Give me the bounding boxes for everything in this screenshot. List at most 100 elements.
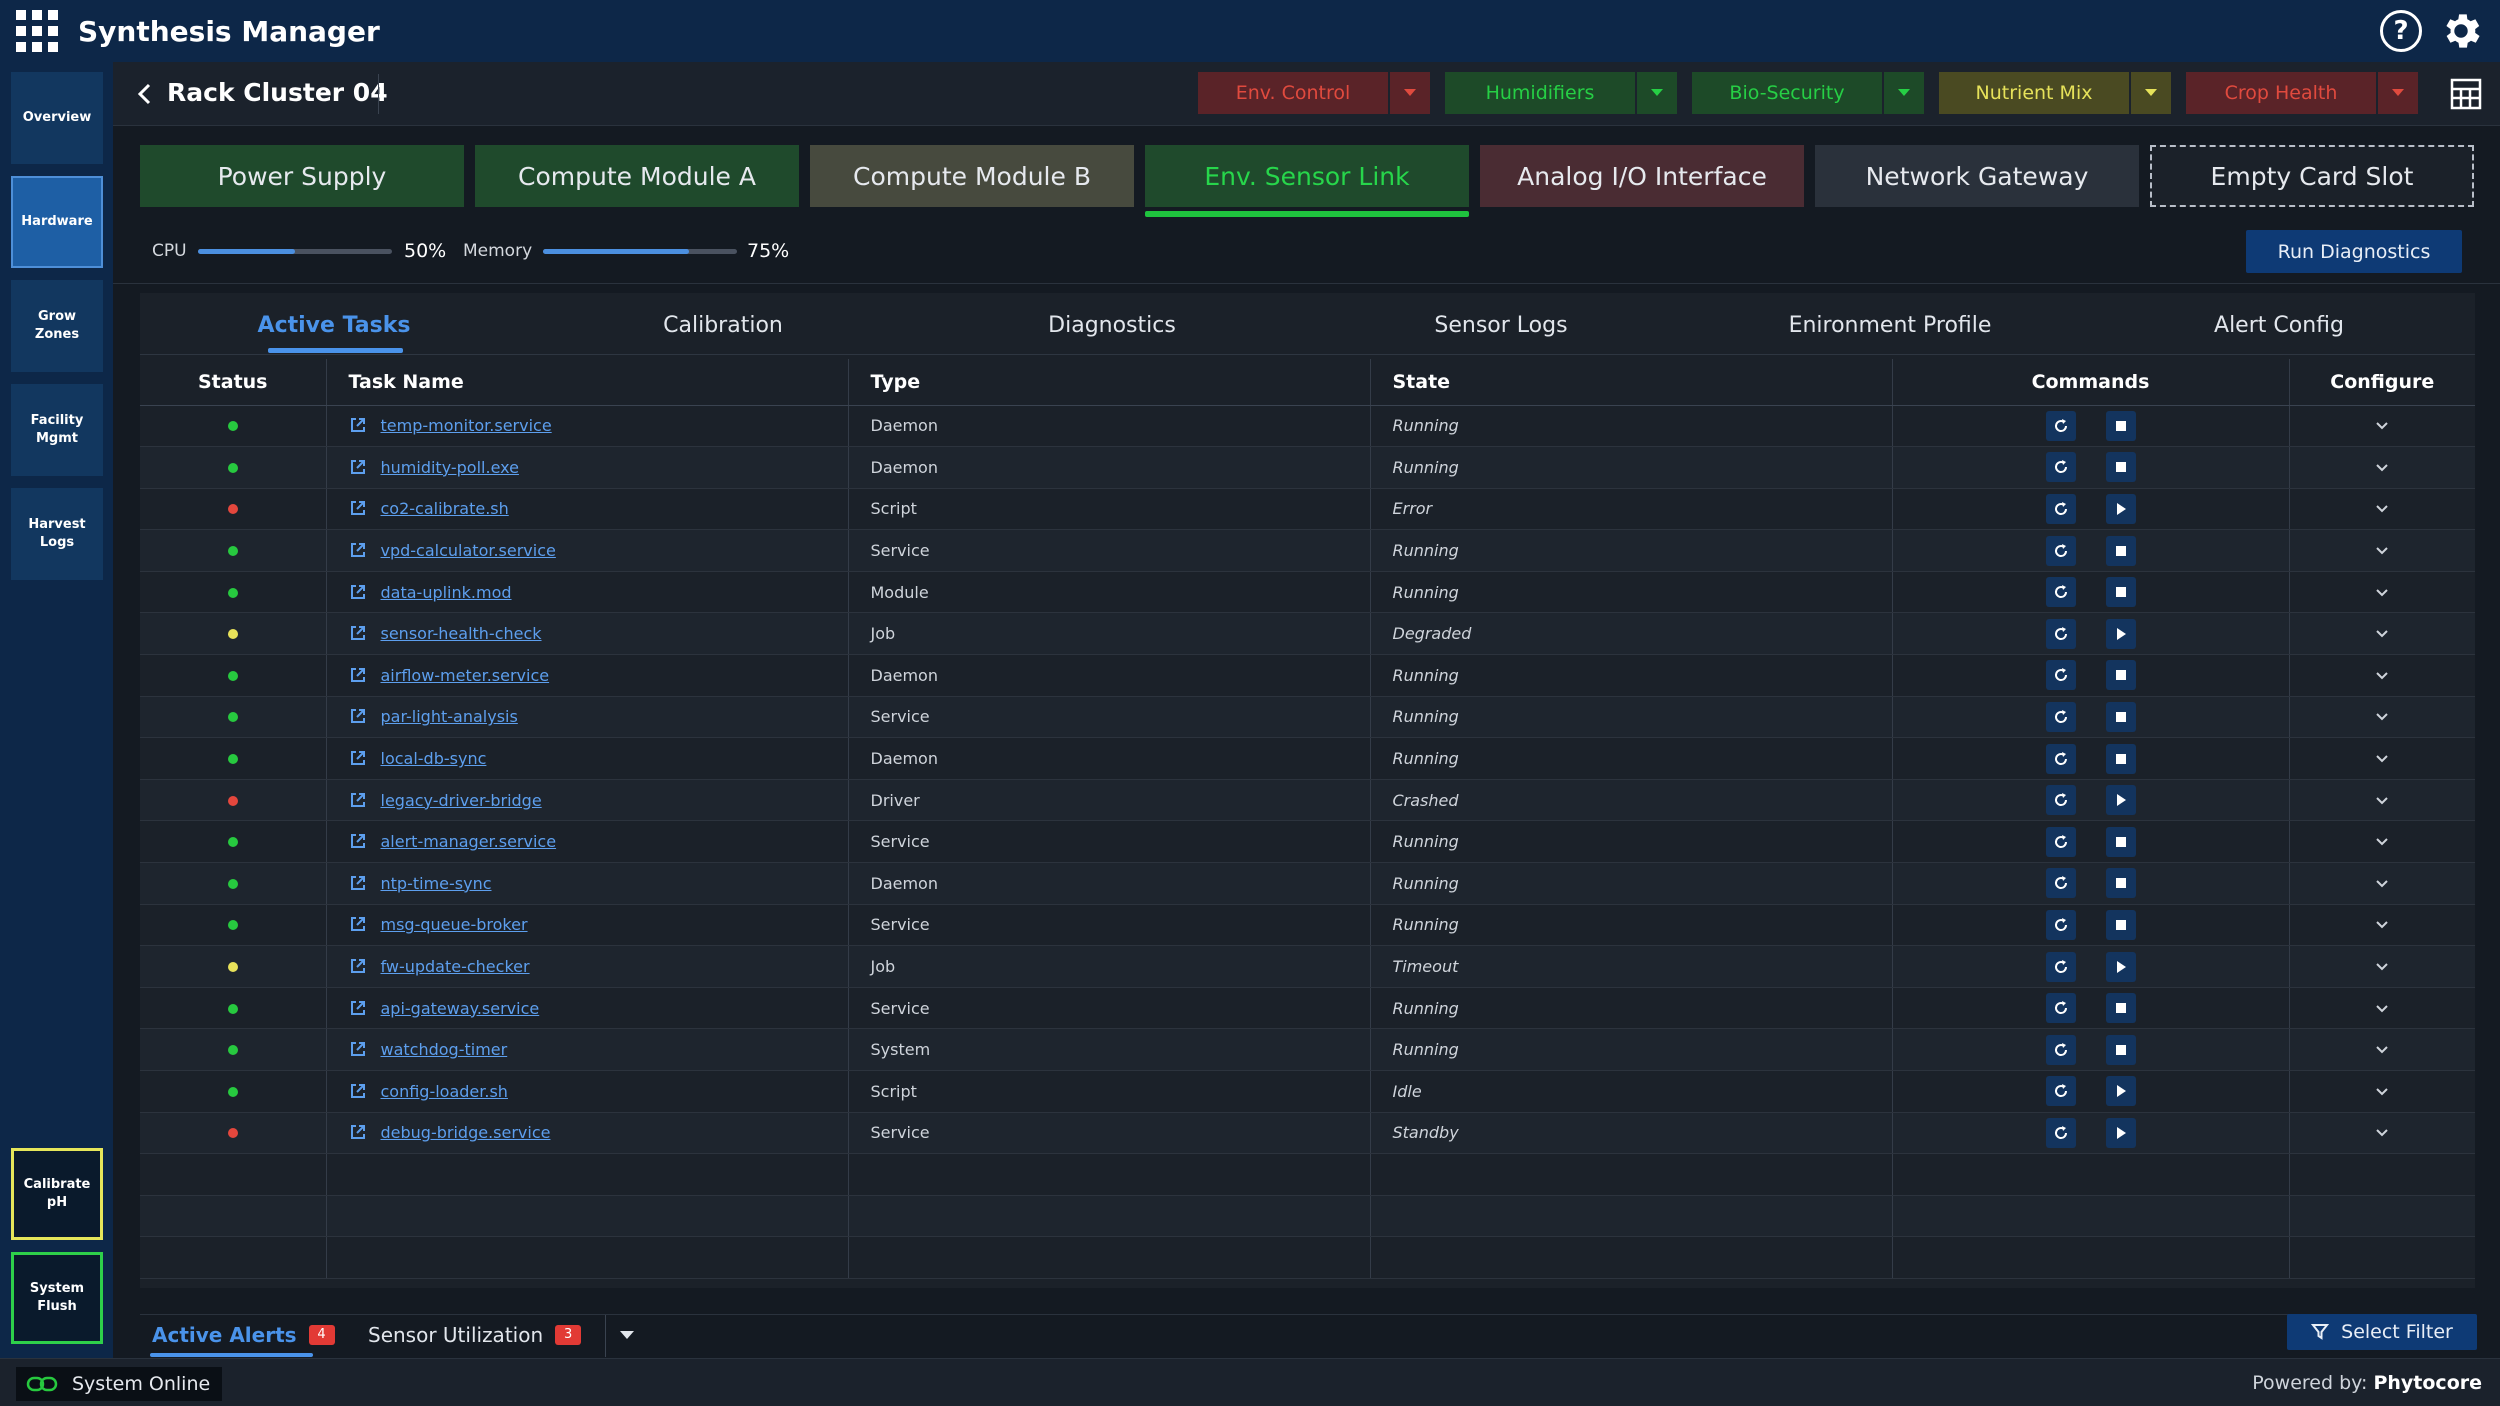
chevron-down-icon[interactable] <box>1884 72 1924 114</box>
restart-button[interactable] <box>2045 951 2076 982</box>
tab-active-tasks[interactable]: Active Tasks <box>257 313 411 338</box>
chevron-down-icon[interactable] <box>2375 1004 2389 1014</box>
external-link-icon[interactable] <box>349 583 367 601</box>
external-link-icon[interactable] <box>349 416 367 434</box>
chevron-down-icon[interactable] <box>2375 879 2389 889</box>
start-button[interactable] <box>2105 1117 2136 1148</box>
restart-button[interactable] <box>2045 410 2076 441</box>
chevron-down-icon[interactable] <box>2375 463 2389 473</box>
stop-button[interactable] <box>2105 909 2136 940</box>
task-name-link[interactable]: vpd-calculator.service <box>380 541 556 561</box>
sidebar-item-hardware[interactable]: Hardware <box>11 176 103 268</box>
chevron-down-icon[interactable] <box>2375 754 2389 764</box>
stop-button[interactable] <box>2105 868 2136 899</box>
task-name-link[interactable]: fw-update-checker <box>380 957 530 977</box>
tab-sensor-logs[interactable]: Sensor Logs <box>1434 313 1568 338</box>
system-flush-button[interactable]: System Flush <box>11 1252 103 1344</box>
start-button[interactable] <box>2105 493 2136 524</box>
external-link-icon[interactable] <box>349 458 367 476</box>
restart-button[interactable] <box>2045 909 2076 940</box>
tab-active-alerts[interactable]: Active Alerts 4 <box>152 1323 335 1347</box>
stop-button[interactable] <box>2105 701 2136 732</box>
restart-button[interactable] <box>2045 535 2076 566</box>
chevron-down-icon[interactable] <box>2375 962 2389 972</box>
chevron-down-icon[interactable] <box>2375 1045 2389 1055</box>
task-name-link[interactable]: par-light-analysis <box>380 707 518 727</box>
control-button[interactable]: Humidifiers <box>1445 72 1635 114</box>
task-name-link[interactable]: temp-monitor.service <box>380 416 552 436</box>
external-link-icon[interactable] <box>349 666 367 684</box>
chevron-down-icon[interactable] <box>2378 72 2418 114</box>
chevron-left-icon[interactable] <box>135 82 155 106</box>
restart-button[interactable] <box>2045 577 2076 608</box>
sidebar-item-grow-zones[interactable]: Grow Zones <box>11 280 103 372</box>
chevron-down-icon[interactable] <box>1390 72 1430 114</box>
chevron-down-icon[interactable] <box>2131 72 2171 114</box>
module-compute-a[interactable]: Compute Module A <box>475 145 799 207</box>
task-name-link[interactable]: humidity-poll.exe <box>380 457 519 477</box>
tab-sensor-utilization[interactable]: Sensor Utilization 3 <box>368 1323 582 1347</box>
column-header-type[interactable]: Type <box>848 359 1371 406</box>
tab-diagnostics[interactable]: Diagnostics <box>1048 313 1176 338</box>
select-filter-button[interactable]: Select Filter <box>2287 1314 2477 1350</box>
restart-button[interactable] <box>2045 1117 2076 1148</box>
task-name-link[interactable]: ntp-time-sync <box>380 873 492 893</box>
task-name-link[interactable]: api-gateway.service <box>380 998 540 1018</box>
start-button[interactable] <box>2105 785 2136 816</box>
module-compute-b[interactable]: Compute Module B <box>810 145 1134 207</box>
start-button[interactable] <box>2105 1076 2136 1107</box>
task-name-link[interactable]: data-uplink.mod <box>380 582 512 602</box>
external-link-icon[interactable] <box>349 791 367 809</box>
external-link-icon[interactable] <box>349 749 367 767</box>
restart-button[interactable] <box>2045 701 2076 732</box>
control-button[interactable]: Bio-Security <box>1692 72 1882 114</box>
external-link-icon[interactable] <box>349 1082 367 1100</box>
gear-icon[interactable] <box>2438 8 2484 54</box>
task-name-link[interactable]: co2-calibrate.sh <box>380 499 509 519</box>
help-icon[interactable]: ? <box>2380 10 2422 52</box>
tab-environment-profile[interactable]: Enironment Profile <box>1788 313 1992 338</box>
external-link-icon[interactable] <box>349 541 367 559</box>
task-name-link[interactable]: local-db-sync <box>380 749 487 769</box>
restart-button[interactable] <box>2045 452 2076 483</box>
external-link-icon[interactable] <box>349 957 367 975</box>
stop-button[interactable] <box>2105 743 2136 774</box>
restart-button[interactable] <box>2045 1034 2076 1065</box>
external-link-icon[interactable] <box>349 999 367 1017</box>
external-link-icon[interactable] <box>349 624 367 642</box>
stop-button[interactable] <box>2105 826 2136 857</box>
chevron-down-icon[interactable] <box>2375 671 2389 681</box>
task-name-link[interactable]: watchdog-timer <box>380 1040 508 1060</box>
chevron-down-icon[interactable] <box>605 1315 647 1357</box>
chevron-down-icon[interactable] <box>2375 588 2389 598</box>
stop-button[interactable] <box>2105 410 2136 441</box>
stop-button[interactable] <box>2105 535 2136 566</box>
chevron-down-icon[interactable] <box>2375 1128 2389 1138</box>
external-link-icon[interactable] <box>349 707 367 725</box>
restart-button[interactable] <box>2045 618 2076 649</box>
stop-button[interactable] <box>2105 993 2136 1024</box>
table-view-icon[interactable] <box>2450 78 2482 110</box>
sidebar-item-harvest-logs[interactable]: Harvest Logs <box>11 488 103 580</box>
task-name-link[interactable]: msg-queue-broker <box>380 915 528 935</box>
chevron-down-icon[interactable] <box>1637 72 1677 114</box>
stop-button[interactable] <box>2105 577 2136 608</box>
external-link-icon[interactable] <box>349 832 367 850</box>
module-network-gateway[interactable]: Network Gateway <box>1815 145 2139 207</box>
column-header-status[interactable]: Status <box>140 359 327 406</box>
external-link-icon[interactable] <box>349 874 367 892</box>
start-button[interactable] <box>2105 618 2136 649</box>
module-power-supply[interactable]: Power Supply <box>140 145 464 207</box>
control-button[interactable]: Env. Control <box>1198 72 1388 114</box>
tab-calibration[interactable]: Calibration <box>663 313 783 338</box>
external-link-icon[interactable] <box>349 1040 367 1058</box>
restart-button[interactable] <box>2045 826 2076 857</box>
chevron-down-icon[interactable] <box>2375 712 2389 722</box>
column-header-state[interactable]: State <box>1370 359 1893 406</box>
module-env-sensor-link[interactable]: Env. Sensor Link <box>1145 145 1469 207</box>
task-name-link[interactable]: config-loader.sh <box>380 1081 508 1101</box>
task-name-link[interactable]: debug-bridge.service <box>380 1123 551 1143</box>
calibrate-ph-button[interactable]: Calibrate pH <box>11 1148 103 1240</box>
restart-button[interactable] <box>2045 743 2076 774</box>
chevron-down-icon[interactable] <box>2375 920 2389 930</box>
